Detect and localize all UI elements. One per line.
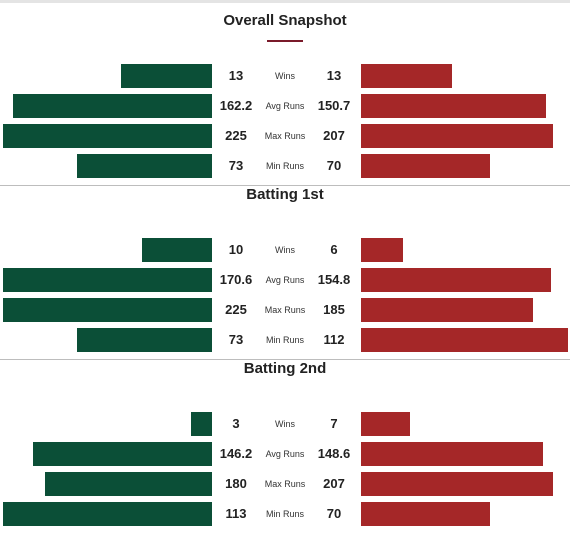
team-b-bar [361,238,403,262]
batting-2nd-row-wins: 3 Wins 7 [0,412,570,436]
metric-label: Max Runs [264,479,306,489]
batting-1st-row-max-runs: 225 Max Runs 185 [0,298,570,322]
section-divider [0,185,570,186]
metric-label: Min Runs [265,335,304,345]
team-a-value: 146.2 [219,446,253,461]
team-a-bar [77,328,212,352]
team-b-value: 148.6 [317,446,351,461]
team-b-value: 6 [330,242,338,257]
team-a-value: 113 [225,506,247,521]
batting-1st-title: Batting 1st [246,186,324,203]
team-a-bar [77,154,212,178]
overall-snapshot-row-max-runs: 225 Max Runs 207 [0,124,570,148]
team-b-bar [361,94,546,118]
team-a-value: 180 [225,476,247,491]
overall-snapshot-title: Overall Snapshot [223,12,347,29]
team-b-bar [361,412,410,436]
team-b-value: 70 [326,158,342,173]
team-a-value: 73 [228,332,244,347]
team-a-value: 225 [225,128,247,143]
batting-2nd-row-avg-runs: 146.2 Avg Runs 148.6 [0,442,570,466]
metric-label: Avg Runs [265,449,305,459]
overall-snapshot-row-avg-runs: 162.2 Avg Runs 150.7 [0,94,570,118]
team-b-bar [361,154,490,178]
team-b-value: 185 [323,302,345,317]
team-b-bar [361,124,553,148]
team-a-bar [191,412,212,436]
team-a-bar [121,64,212,88]
metric-label: Avg Runs [265,101,305,111]
team-a-value: 3 [232,416,240,431]
team-b-value: 13 [326,68,342,83]
title-accent-line [267,40,303,42]
team-b-bar [361,298,533,322]
metric-label: Max Runs [264,305,306,315]
team-a-bar [3,502,212,526]
team-a-bar [3,124,212,148]
team-b-bar [361,442,543,466]
metric-label: Min Runs [265,509,304,519]
overall-snapshot-row-wins: 13 Wins 13 [0,64,570,88]
team-b-value: 154.8 [317,272,351,287]
team-b-bar [361,64,452,88]
team-b-value: 207 [323,476,345,491]
team-a-bar [142,238,212,262]
team-b-bar [361,472,553,496]
metric-label: Avg Runs [265,275,305,285]
team-b-value: 7 [330,416,338,431]
team-a-bar [3,268,212,292]
team-a-value: 170.6 [219,272,253,287]
team-b-bar [361,328,568,352]
team-a-bar [13,94,212,118]
team-b-bar [361,268,551,292]
batting-2nd-row-max-runs: 180 Max Runs 207 [0,472,570,496]
team-b-bar [361,502,490,526]
team-b-value: 150.7 [317,98,351,113]
batting-1st-row-avg-runs: 170.6 Avg Runs 154.8 [0,268,570,292]
batting-2nd-title: Batting 2nd [243,360,327,377]
team-a-value: 73 [228,158,244,173]
metric-label: Wins [275,245,295,255]
team-b-value: 112 [323,332,345,347]
team-a-bar [45,472,212,496]
metric-label: Wins [275,419,295,429]
overall-snapshot-row-min-runs: 73 Min Runs 70 [0,154,570,178]
team-a-value: 13 [228,68,244,83]
batting-1st-row-min-runs: 73 Min Runs 112 [0,328,570,352]
top-rule [0,0,570,3]
batting-2nd-row-min-runs: 113 Min Runs 70 [0,502,570,526]
metric-label: Wins [275,71,295,81]
team-a-bar [33,442,212,466]
batting-1st-row-wins: 10 Wins 6 [0,238,570,262]
team-a-value: 162.2 [219,98,253,113]
team-b-value: 207 [323,128,345,143]
team-a-bar [3,298,212,322]
team-b-value: 70 [326,506,342,521]
metric-label: Min Runs [265,161,304,171]
team-a-value: 10 [228,242,244,257]
team-a-value: 225 [225,302,247,317]
metric-label: Max Runs [264,131,306,141]
section-divider [0,359,570,360]
